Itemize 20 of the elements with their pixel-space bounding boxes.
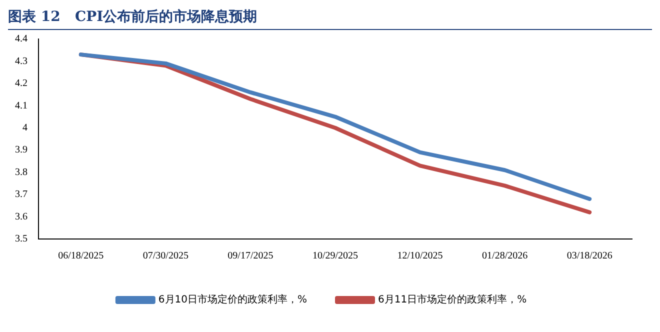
- y-tick-label: 3.7: [15, 189, 28, 200]
- x-tick-label: 10/29/2025: [312, 250, 358, 262]
- y-tick-label: 3.8: [15, 166, 28, 178]
- y-tick-label: 3.6: [15, 211, 28, 222]
- y-tick-label: 4.3: [15, 56, 28, 67]
- legend-label: 6月11日市场定价的政策利率，%: [378, 294, 527, 306]
- x-tick-label: 09/17/2025: [228, 250, 274, 262]
- legend-label: 6月10日市场定价的政策利率，%: [158, 294, 308, 306]
- x-tick-label: 03/18/2026: [566, 250, 612, 262]
- y-tick-label: 4.1: [15, 100, 28, 112]
- x-tick-label: 07/30/2025: [142, 250, 188, 262]
- x-tick-label: 12/10/2025: [397, 250, 443, 262]
- x-tick-label: 06/18/2025: [58, 250, 104, 262]
- y-tick-label: 4.4: [15, 34, 28, 45]
- y-tick-label: 4.2: [15, 78, 28, 90]
- y-tick-label: 3.9: [15, 144, 28, 156]
- chart-title: 图表 12 CPI公布前后的市场降息预期: [8, 8, 652, 30]
- x-tick-label: 01/28/2026: [482, 250, 528, 262]
- y-tick-label: 4: [22, 122, 28, 134]
- y-tick-label: 3.5: [15, 234, 28, 245]
